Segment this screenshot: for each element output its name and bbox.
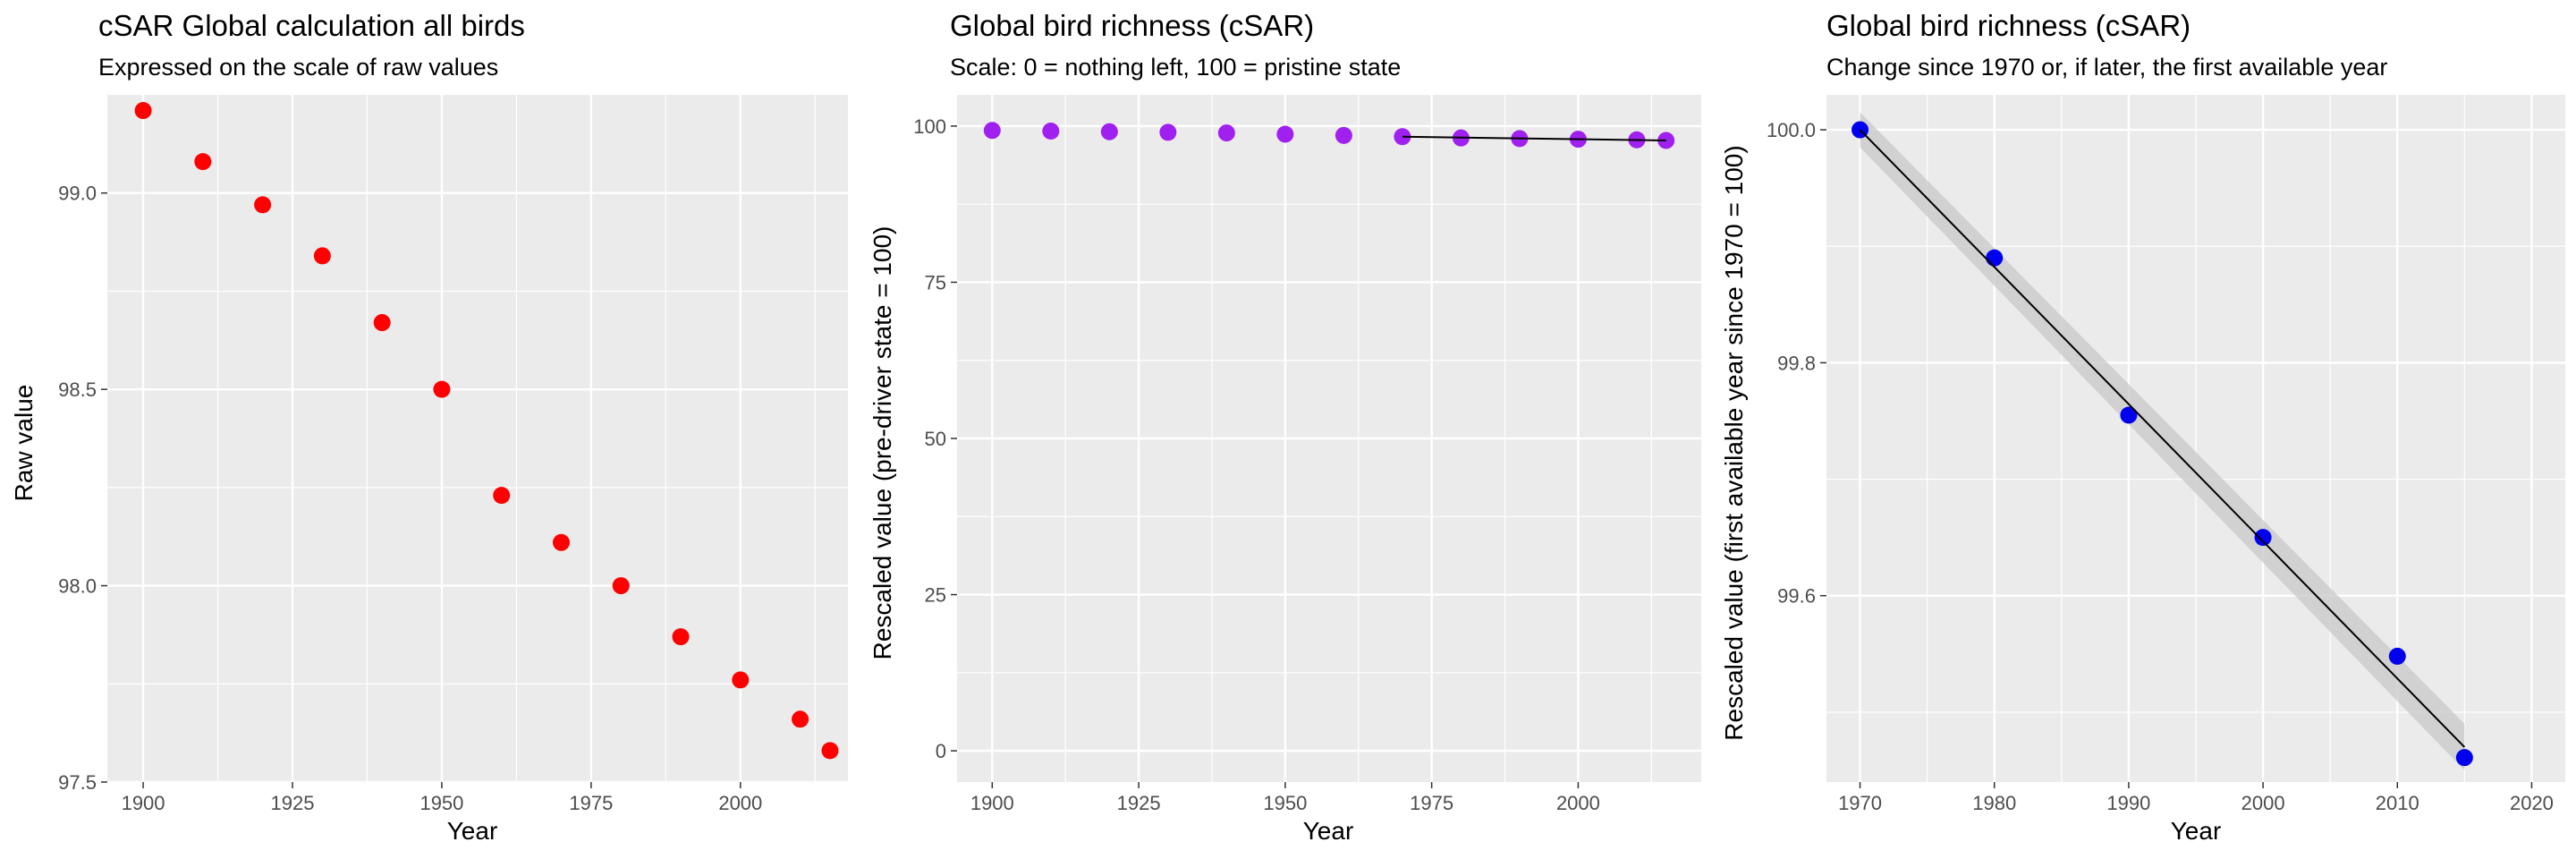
y-tick-label: 99.0 (58, 183, 97, 205)
chart-panel-rescaled-pristine: 1900 1925 1950 1975 2000 0 25 50 75 100 Global bi… (869, 9, 1701, 845)
y-tick-label: 100 (913, 115, 946, 138)
y-tick-label: 75 (925, 271, 946, 293)
trend-line (1859, 129, 2466, 748)
data-point (1159, 123, 1177, 141)
chart-title: Global bird richness (cSAR) (1826, 9, 2190, 42)
data-point (821, 742, 839, 760)
y-tick-label: 99.6 (1777, 585, 1816, 608)
chart-panel-raw-values: 1900 1925 1950 1975 2000 97.5 98.0 98.5 99.0 cSA… (10, 9, 848, 845)
confidence-band (1860, 112, 2465, 770)
x-tick-label: 2020 (2510, 792, 2554, 814)
data-point (493, 487, 511, 505)
y-tick-label: 98.5 (58, 378, 97, 401)
y-tick-label: 0 (936, 740, 946, 762)
y-tick-label: 98.0 (58, 575, 97, 598)
y-axis-title: Raw value (10, 385, 38, 502)
x-tick-label: 2010 (2376, 792, 2419, 814)
y-tick-label: 100.0 (1767, 119, 1816, 141)
x-tick-label: 1900 (122, 792, 165, 814)
data-point (313, 247, 331, 265)
x-tick-label: 1900 (970, 792, 1014, 814)
x-tick-label: 1975 (1410, 792, 1453, 814)
plot-area: 1900 1925 1950 1975 2000 0 25 50 75 100 (913, 95, 1701, 814)
x-tick-label: 1990 (2106, 792, 2150, 814)
x-tick-label: 1950 (419, 792, 463, 814)
data-point (1217, 124, 1235, 142)
plot-background (107, 95, 848, 782)
plot-area: 1900 1925 1950 1975 2000 97.5 98.0 98.5 99.0 (58, 95, 848, 814)
data-point (1042, 122, 1060, 140)
chart-subtitle: Expressed on the scale of raw values (98, 54, 498, 81)
x-axis-title: Year (447, 817, 498, 845)
y-tick-label: 97.5 (58, 771, 97, 794)
x-tick-label: 2000 (2241, 792, 2285, 814)
data-point (1986, 249, 2004, 267)
data-point (1335, 126, 1352, 144)
data-point (1276, 125, 1294, 143)
data-point (612, 577, 630, 595)
plot-area: 1970 1980 1990 2000 2010 2020 99.6 99.8 100.0 (1767, 95, 2565, 814)
x-tick-label: 1925 (271, 792, 315, 814)
data-point (254, 196, 272, 214)
x-axis-title: Year (2171, 817, 2222, 845)
x-tick-label: 1970 (1838, 792, 1882, 814)
chart-subtitle: Scale: 0 = nothing left, 100 = pristine … (950, 54, 1401, 81)
y-axis-title: Rescaled value (first available year sin… (1720, 145, 1748, 740)
data-point (2254, 529, 2272, 547)
data-point (194, 153, 212, 171)
data-point (134, 102, 152, 120)
chart-title: Global bird richness (cSAR) (950, 9, 1314, 42)
x-tick-label: 1925 (1117, 792, 1161, 814)
x-tick-label: 1950 (1263, 792, 1307, 814)
data-point (2388, 647, 2406, 665)
data-point (672, 628, 690, 646)
data-point (983, 122, 1001, 140)
data-point (732, 671, 750, 689)
x-axis-title: Year (1303, 817, 1354, 845)
data-point (792, 710, 809, 728)
data-point (2455, 749, 2473, 767)
chart-subtitle: Change since 1970 or, if later, the firs… (1826, 54, 2387, 81)
data-point (1100, 123, 1118, 140)
data-point (2120, 406, 2138, 424)
chart-panel-change-since-1970: 1970 1980 1990 2000 2010 2020 99.6 99.8 100.0 Gl… (1720, 9, 2565, 845)
x-tick-label: 1975 (569, 792, 613, 814)
chart-title: cSAR Global calculation all birds (98, 9, 525, 42)
data-point (552, 533, 570, 551)
y-axis-title: Rescaled value (pre-driver state = 100) (869, 226, 896, 660)
data-point (373, 314, 391, 332)
y-tick-label: 25 (925, 584, 946, 607)
y-tick-label: 50 (925, 428, 946, 450)
x-tick-label: 2000 (718, 792, 762, 814)
x-tick-label: 2000 (1556, 792, 1600, 814)
y-tick-label: 99.8 (1777, 352, 1816, 374)
data-point (433, 380, 451, 398)
trend-line (1402, 135, 1666, 141)
x-tick-label: 1980 (1972, 792, 2016, 814)
